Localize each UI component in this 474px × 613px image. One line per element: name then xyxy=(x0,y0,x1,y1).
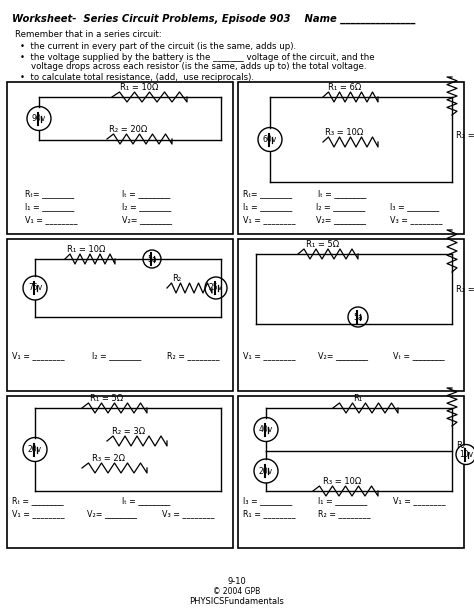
Bar xyxy=(238,82,464,234)
Text: 75v: 75v xyxy=(28,283,42,292)
Text: 20v: 20v xyxy=(259,466,273,476)
Text: I₂ = ________: I₂ = ________ xyxy=(92,351,141,360)
Text: Vₜ = ________: Vₜ = ________ xyxy=(393,351,445,360)
Text: I₂ = ________: I₂ = ________ xyxy=(316,202,365,211)
Text: I₂ = ________: I₂ = ________ xyxy=(122,202,171,211)
Text: V₁ = ________: V₁ = ________ xyxy=(243,215,295,224)
Text: R₂: R₂ xyxy=(172,274,181,283)
Text: Iₜ = ________: Iₜ = ________ xyxy=(122,189,170,198)
Text: V₁ = ________: V₁ = ________ xyxy=(12,351,64,360)
Text: V₂= ________: V₂= ________ xyxy=(316,215,366,224)
Text: •  the current in every part of the circuit (is the same, adds up).: • the current in every part of the circu… xyxy=(20,42,296,51)
Text: R₂: R₂ xyxy=(456,441,465,449)
Text: Remember that in a series circuit:: Remember that in a series circuit: xyxy=(15,30,162,39)
Text: 5a: 5a xyxy=(147,254,157,264)
Text: R₁ = 10Ω: R₁ = 10Ω xyxy=(120,83,158,92)
Circle shape xyxy=(254,459,278,483)
Text: 5a: 5a xyxy=(353,313,363,321)
Text: R₂ = 3Ω: R₂ = 3Ω xyxy=(112,427,145,436)
Text: •  to calculate total resistance, (add,  use reciprocals).: • to calculate total resistance, (add, u… xyxy=(20,73,254,82)
Text: R₂ = 20Ω: R₂ = 20Ω xyxy=(109,125,147,134)
Text: V₃ = ________: V₃ = ________ xyxy=(162,509,215,518)
Text: V₁ = ________: V₁ = ________ xyxy=(393,496,446,505)
Text: R₁ = 10Ω: R₁ = 10Ω xyxy=(67,245,105,254)
Bar xyxy=(7,82,233,234)
Text: 20v: 20v xyxy=(28,445,42,454)
Text: V₁ = ________: V₁ = ________ xyxy=(243,351,295,360)
Text: I₁ = ________: I₁ = ________ xyxy=(318,496,367,505)
Text: 10v: 10v xyxy=(459,450,473,459)
Circle shape xyxy=(258,128,282,151)
Bar xyxy=(7,239,233,391)
Text: 9-10: 9-10 xyxy=(228,577,246,586)
Text: V₁ = ________: V₁ = ________ xyxy=(12,509,64,518)
Text: voltage drops across each resistor (is the same, adds up to) the total voltage.: voltage drops across each resistor (is t… xyxy=(31,62,366,71)
Text: V₂= ________: V₂= ________ xyxy=(318,351,368,360)
Text: Iₜ = ________: Iₜ = ________ xyxy=(318,189,366,198)
Text: I₃ = ________: I₃ = ________ xyxy=(390,202,439,211)
Text: R₃ = 2Ω: R₃ = 2Ω xyxy=(92,454,125,463)
Circle shape xyxy=(456,444,474,465)
Text: I₁ = ________: I₁ = ________ xyxy=(25,202,74,211)
Text: R₂ = ________: R₂ = ________ xyxy=(318,509,371,518)
Text: R₃ = 10Ω: R₃ = 10Ω xyxy=(325,128,363,137)
Text: V₁ = ________: V₁ = ________ xyxy=(25,215,78,224)
Text: PHYSICSFundamentals: PHYSICSFundamentals xyxy=(190,597,284,606)
Text: I₃ = ________: I₃ = ________ xyxy=(243,496,292,505)
Text: Rₜ = ________: Rₜ = ________ xyxy=(12,496,64,505)
Text: 90v: 90v xyxy=(32,114,46,123)
Text: R₁ = ________: R₁ = ________ xyxy=(243,509,295,518)
Text: Iₜ = ________: Iₜ = ________ xyxy=(122,496,170,505)
Text: R₂ = 15Ω: R₂ = 15Ω xyxy=(456,284,474,294)
Circle shape xyxy=(348,307,368,327)
Text: R₂ = ________: R₂ = ________ xyxy=(167,351,219,360)
Text: V₂= ________: V₂= ________ xyxy=(87,509,137,518)
Text: 25v: 25v xyxy=(209,283,223,292)
Text: Worksheet-  Series Circuit Problems, Episode 903    Name _______________: Worksheet- Series Circuit Problems, Epis… xyxy=(12,14,415,25)
Text: © 2004 GPB: © 2004 GPB xyxy=(213,587,261,596)
Circle shape xyxy=(254,417,278,441)
Text: R₁: R₁ xyxy=(353,394,362,403)
Bar xyxy=(7,396,233,548)
Text: Rₜ= ________: Rₜ= ________ xyxy=(243,189,292,198)
Text: 60v: 60v xyxy=(263,135,277,144)
Text: Rₜ= ________: Rₜ= ________ xyxy=(25,189,74,198)
Circle shape xyxy=(205,277,227,299)
Text: V₃ = ________: V₃ = ________ xyxy=(390,215,443,224)
Bar xyxy=(238,239,464,391)
Circle shape xyxy=(27,107,51,131)
Text: R₃ = 10Ω: R₃ = 10Ω xyxy=(323,477,361,486)
Text: I₁ = ________: I₁ = ________ xyxy=(243,202,292,211)
Text: 40v: 40v xyxy=(259,425,273,434)
Text: V₂= ________: V₂= ________ xyxy=(122,215,172,224)
Text: •  the voltage supplied by the battery is the _______ voltage of the circuit, an: • the voltage supplied by the battery is… xyxy=(20,53,374,62)
Text: R₁ = 5Ω: R₁ = 5Ω xyxy=(90,394,123,403)
Bar xyxy=(238,396,464,548)
Text: R₂ = 14Ω: R₂ = 14Ω xyxy=(456,131,474,140)
Circle shape xyxy=(23,276,47,300)
Text: R₁ = 6Ω: R₁ = 6Ω xyxy=(328,83,361,92)
Circle shape xyxy=(143,250,161,268)
Text: R₁ = 5Ω: R₁ = 5Ω xyxy=(306,240,339,249)
Circle shape xyxy=(23,438,47,462)
